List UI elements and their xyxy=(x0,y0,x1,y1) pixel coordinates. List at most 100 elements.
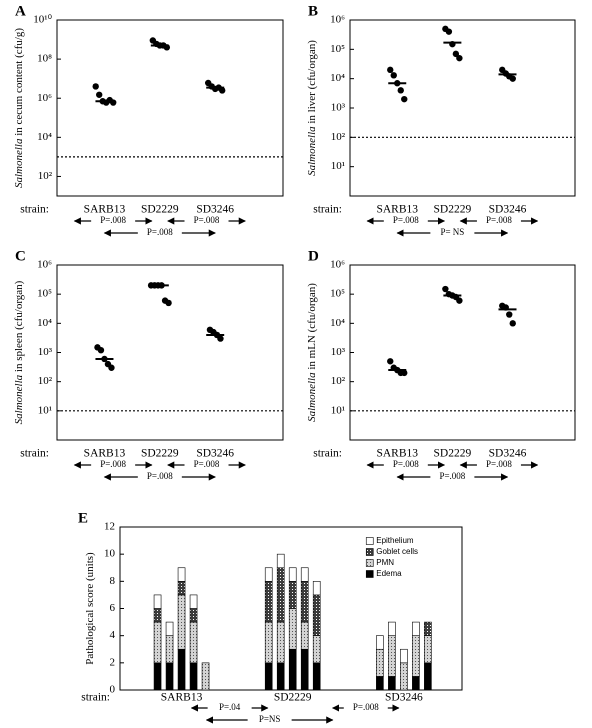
legend-label: Epithelium xyxy=(376,536,414,545)
bar-segment xyxy=(312,594,321,636)
y-axis-label-text: in cecum content (cfu/g) xyxy=(13,28,25,139)
category-label: SD3246 xyxy=(196,204,234,216)
data-point xyxy=(509,75,516,82)
y-axis-label-text: in mLN (cfu/organ) xyxy=(306,283,318,373)
bar-segment xyxy=(412,676,420,691)
data-point xyxy=(219,87,226,94)
bar-segment xyxy=(165,662,174,691)
p-value: P=.008 xyxy=(194,459,220,469)
data-point xyxy=(401,95,408,103)
p-value: P=.008 xyxy=(393,459,419,469)
category-label: SD2229 xyxy=(141,448,179,460)
bar-segment xyxy=(388,621,396,636)
y-tick-label: 6 xyxy=(110,602,116,614)
bar-segment xyxy=(376,648,384,677)
bar-segment xyxy=(300,567,309,582)
y-tick-label: 0 xyxy=(110,684,116,696)
panel-label: A xyxy=(15,3,26,19)
data-point xyxy=(387,66,394,74)
bar-segment xyxy=(388,676,396,691)
bar-segment xyxy=(264,567,273,582)
bar-segment xyxy=(288,608,297,650)
bar-segment xyxy=(189,662,198,691)
y-tick-label: 10⁶ xyxy=(37,92,52,104)
p-value: P=.008 xyxy=(194,215,220,225)
x-axis-label: strain: xyxy=(20,448,49,460)
y-axis-label: Salmonella in mLN (cfu/organ) xyxy=(306,283,318,422)
bar-segment xyxy=(300,581,309,623)
x-axis-label: strain: xyxy=(20,204,49,216)
data-point xyxy=(96,91,103,98)
bar-segment xyxy=(312,581,321,596)
legend-swatch xyxy=(365,559,374,567)
y-axis-label: Pathological score (units) xyxy=(84,552,96,665)
y-tick-label: 10 xyxy=(104,548,116,560)
bar-segment xyxy=(412,635,420,677)
y-tick-label: 10² xyxy=(331,375,346,387)
y-tick-label: 10⁶ xyxy=(37,259,52,271)
y-tick-label: 10³ xyxy=(331,102,346,114)
bar-segment xyxy=(177,648,186,691)
bar-segment xyxy=(177,567,186,582)
bar-segment xyxy=(388,635,396,677)
bar-segment xyxy=(153,608,162,623)
y-tick-label: 10⁴ xyxy=(37,317,52,329)
y-tick-label: 12 xyxy=(104,521,115,533)
bar-segment xyxy=(165,635,174,664)
y-axis-label-text: Pathological score (units) xyxy=(84,552,96,665)
category-label: SD3246 xyxy=(489,448,527,460)
y-tick-label: 10⁴ xyxy=(37,131,52,143)
y-tick-label: 10² xyxy=(38,375,53,387)
data-point xyxy=(401,369,408,377)
y-tick-label: 4 xyxy=(110,629,116,641)
bar-segment xyxy=(424,621,432,636)
data-point xyxy=(506,311,513,318)
y-tick-label: 10⁴ xyxy=(330,72,345,84)
bar-segment xyxy=(177,581,186,596)
data-point xyxy=(217,335,224,342)
bar-segment xyxy=(312,635,321,664)
bar-segment xyxy=(300,621,309,650)
bar-segment xyxy=(177,594,186,650)
bar-segment xyxy=(276,662,285,691)
category-label: SARB13 xyxy=(84,448,126,460)
y-axis-label: Salmonella in spleen (cfu/organ) xyxy=(13,280,25,424)
bar-segment xyxy=(189,621,198,664)
y-axis-label: Salmonella in cecum content (cfu/g) xyxy=(13,28,25,188)
bar-segment xyxy=(276,621,285,664)
p-value: P=.008 xyxy=(439,471,465,481)
p-value: P=.008 xyxy=(147,471,173,481)
y-axis-label: Salmonella in liver (cfu/organ) xyxy=(306,40,318,176)
legend-swatch xyxy=(365,570,374,578)
y-tick-label: 10² xyxy=(38,170,53,182)
bar-segment xyxy=(300,648,309,691)
legend-label: Goblet cells xyxy=(376,547,418,556)
y-tick-label: 2 xyxy=(110,656,116,668)
y-tick-label: 10⁵ xyxy=(330,43,345,55)
data-point xyxy=(445,28,453,35)
p-value: P=.008 xyxy=(486,459,512,469)
bar-segment xyxy=(376,676,384,691)
data-point xyxy=(456,297,463,304)
bar-segment xyxy=(153,621,162,664)
y-tick-label: 10¹ xyxy=(331,160,345,172)
category-label: SD2229 xyxy=(274,692,312,704)
bar-segment xyxy=(288,567,297,582)
data-point xyxy=(92,83,99,90)
y-tick-label: 8 xyxy=(110,575,116,587)
bar-segment xyxy=(424,635,432,664)
p-value: P=.008 xyxy=(393,215,419,225)
data-point xyxy=(442,285,449,293)
data-point xyxy=(390,72,397,79)
y-tick-label: 10² xyxy=(331,131,346,143)
p-value: P=.008 xyxy=(100,215,126,225)
bar-segment xyxy=(153,594,162,609)
bar-segment xyxy=(276,567,285,623)
panel-label: C xyxy=(15,248,26,264)
category-label: SD2229 xyxy=(434,204,472,216)
y-tick-label: 10⁸ xyxy=(37,53,52,65)
y-tick-label: 10⁴ xyxy=(330,317,345,329)
y-tick-label: 10⁵ xyxy=(37,288,52,300)
y-axis-label-text: in spleen (cfu/organ) xyxy=(13,280,25,375)
